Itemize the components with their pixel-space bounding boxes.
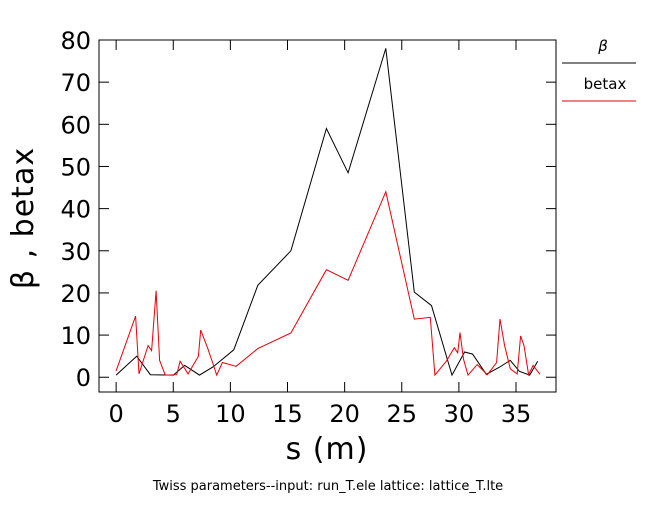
y-tick-label: 50 (60, 153, 91, 181)
y-axis-ticks: 0 10 20 30 40 50 60 70 80 (60, 27, 556, 392)
y-tick-label: 40 (60, 196, 91, 224)
x-axis-ticks: 0 5 10 15 20 25 30 35 (108, 40, 531, 428)
x-tick-label: 15 (272, 400, 303, 428)
y-tick-label: 0 (76, 364, 91, 392)
y-tick-label: 10 (60, 322, 91, 350)
x-tick-label: 5 (166, 400, 181, 428)
y-tick-label: 20 (60, 280, 91, 308)
x-tick-label: 30 (444, 400, 475, 428)
y-tick-label: 30 (60, 238, 91, 266)
series-betax-line (115, 190, 541, 377)
y-tick-label: 70 (60, 69, 91, 97)
plot-frame (98, 39, 557, 393)
legend-label-beta: β (597, 37, 608, 55)
y-tick-label: 60 (60, 111, 91, 139)
plot-caption: Twiss parameters--input: run_T.ele latti… (152, 479, 504, 494)
x-tick-label: 25 (386, 400, 417, 428)
legend-label-betax: betax (584, 75, 627, 93)
x-tick-label: 0 (108, 400, 123, 428)
series-beta-line (115, 48, 539, 377)
y-tick-label: 80 (60, 27, 91, 55)
x-axis-title: s (m) (286, 432, 369, 467)
x-tick-label: 20 (329, 400, 360, 428)
legend: β betax (562, 37, 636, 102)
x-tick-label: 10 (215, 400, 246, 428)
x-tick-label: 35 (501, 400, 532, 428)
series-layer (115, 48, 541, 377)
y-axis-title: β , betax (6, 147, 41, 289)
